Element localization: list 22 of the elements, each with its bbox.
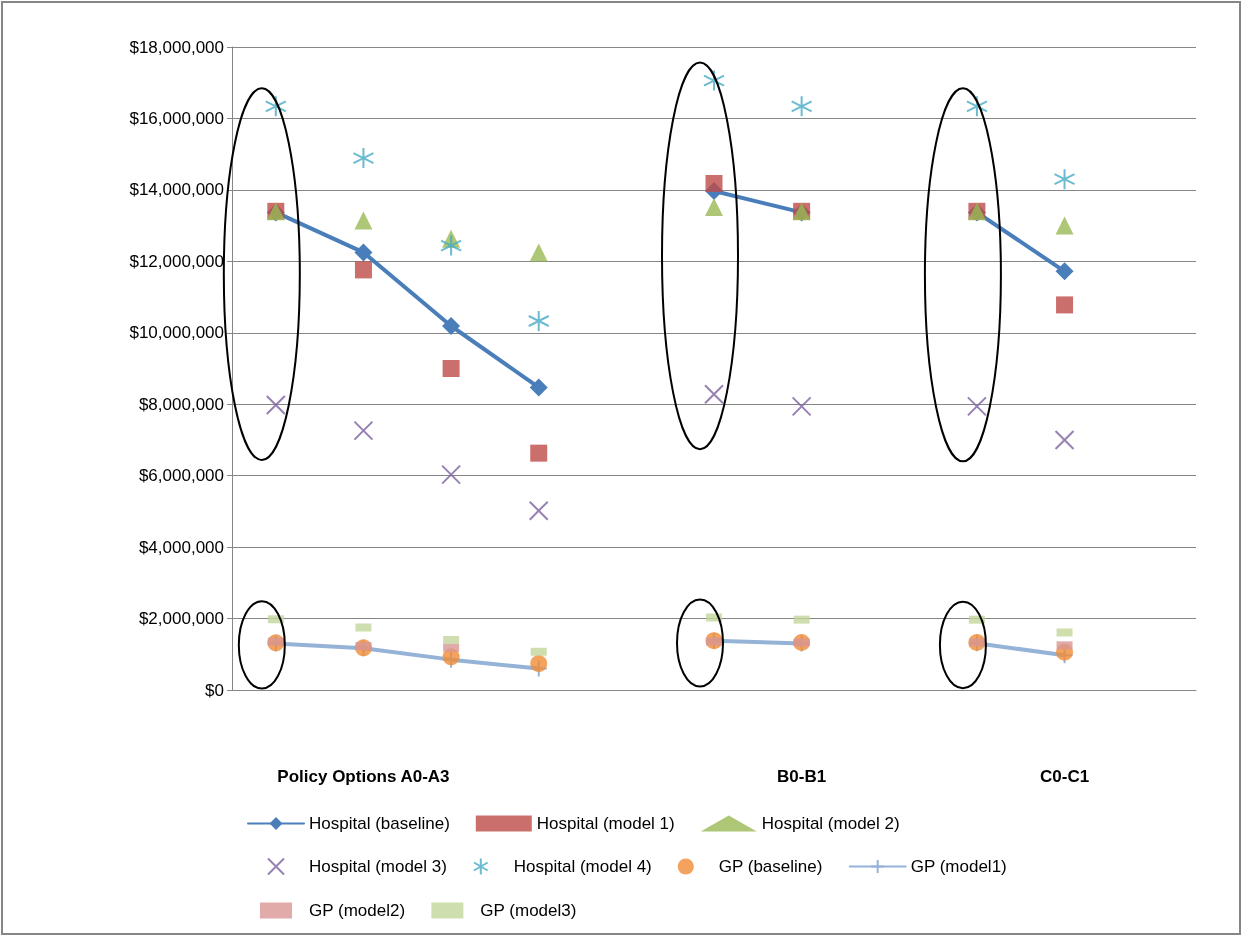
legend-label: GP (model2) bbox=[309, 901, 406, 920]
y-tick-label: $4,000,000 bbox=[138, 537, 224, 557]
legend-label: Hospital (model 4) bbox=[513, 857, 652, 876]
legend-label: Hospital (model 1) bbox=[536, 814, 675, 833]
y-tick-label: $12,000,000 bbox=[129, 251, 224, 271]
x-tick-label: Policy Options A0-A3 bbox=[277, 767, 450, 786]
legend-label: GP (baseline) bbox=[718, 857, 823, 876]
y-tick-label: $8,000,000 bbox=[138, 394, 224, 414]
legend-label: Hospital (baseline) bbox=[309, 814, 450, 833]
y-tick-label: $2,000,000 bbox=[138, 609, 224, 629]
x-tick-label: B0-B1 bbox=[777, 767, 827, 786]
y-tick-label: $18,000,000 bbox=[129, 37, 224, 57]
y-tick-label: $14,000,000 bbox=[129, 180, 224, 200]
y-tick-label: $16,000,000 bbox=[129, 108, 224, 128]
legend-label: GP (model3) bbox=[480, 901, 577, 920]
x-tick-label: C0-C1 bbox=[1039, 767, 1090, 786]
legend-label: GP (model1) bbox=[910, 857, 1007, 876]
y-tick-label: $6,000,000 bbox=[138, 466, 224, 486]
y-tick-label: $10,000,000 bbox=[129, 323, 224, 343]
legend-label: Hospital (model 2) bbox=[761, 814, 900, 833]
legend-label: Hospital (model 3) bbox=[309, 857, 447, 876]
y-tick-label: $0 bbox=[205, 680, 224, 700]
